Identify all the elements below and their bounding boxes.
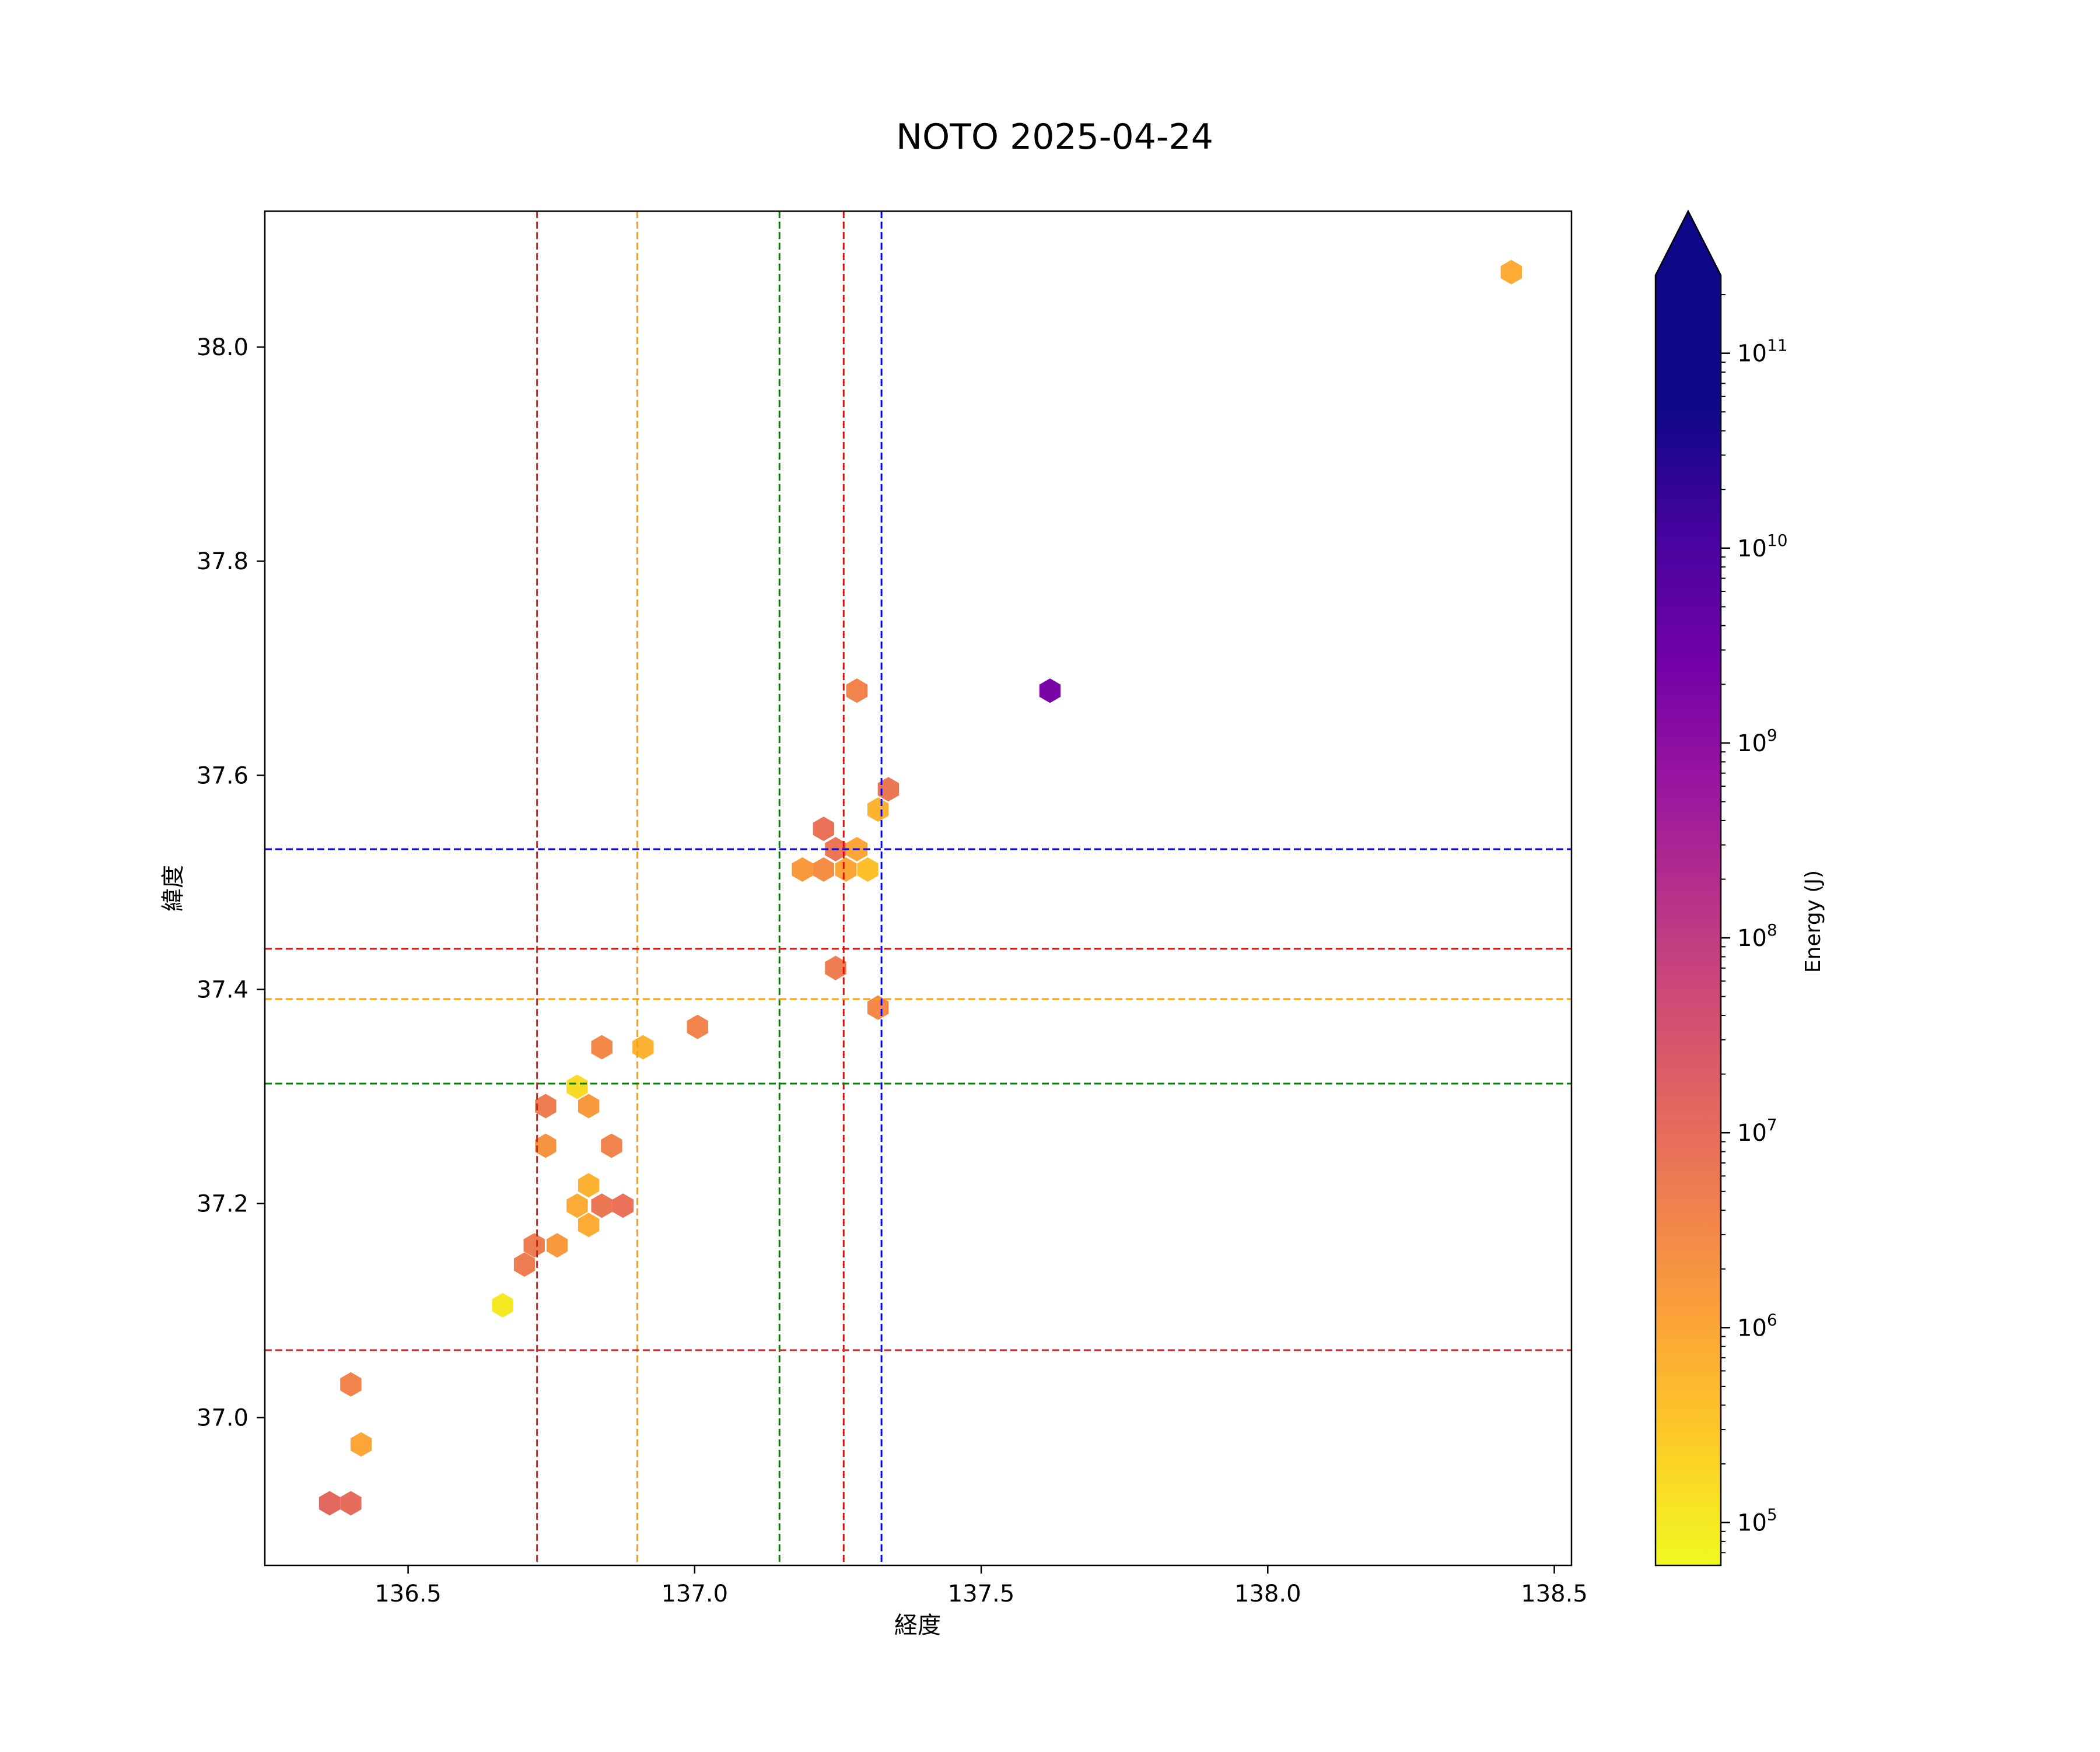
colorbar-ticks: 105 106 107 108 109 1010 1011 bbox=[1721, 294, 1788, 1554]
hexbin-cell bbox=[535, 1094, 556, 1119]
x-axis-label: 経度 bbox=[894, 1612, 941, 1639]
hexbin-cell bbox=[591, 1193, 612, 1218]
colorbar-tick-label: 106 bbox=[1737, 1310, 1777, 1341]
colorbar-label: Energy (J) bbox=[1801, 870, 1825, 973]
hexbin-cell bbox=[340, 1372, 362, 1397]
plot-area bbox=[265, 211, 1572, 1565]
x-axis: 136.5 137.0 137.5 138.0 138.5 bbox=[374, 1565, 1588, 1607]
hexbin-cell bbox=[792, 857, 813, 882]
hexbin-cell bbox=[1500, 260, 1522, 285]
hexbin-cell bbox=[813, 857, 835, 882]
y-tick-label: 37.2 bbox=[197, 1191, 249, 1218]
hexbin-cell bbox=[877, 777, 900, 802]
x-tick-label: 137.0 bbox=[662, 1581, 729, 1607]
hexbin-cell bbox=[340, 1491, 362, 1516]
hexbin-cell bbox=[350, 1432, 372, 1457]
y-tick-label: 37.6 bbox=[197, 762, 249, 789]
hexbin-cell bbox=[825, 955, 846, 980]
x-tick-label: 138.0 bbox=[1234, 1581, 1301, 1607]
hexbin-cell bbox=[601, 1133, 622, 1158]
reference-lines bbox=[265, 211, 1572, 1565]
hexbin-cell bbox=[513, 1252, 536, 1277]
x-tick-label: 137.5 bbox=[948, 1581, 1015, 1607]
hexbin-cell bbox=[687, 1014, 708, 1039]
hexbin-cell bbox=[867, 797, 889, 822]
hexbin-cell bbox=[578, 1213, 600, 1238]
colorbar-extend-arrow bbox=[1656, 211, 1721, 275]
colorbar-scale bbox=[1656, 275, 1721, 1565]
colorbar-tick-label: 105 bbox=[1737, 1505, 1777, 1536]
hexbin-cell bbox=[835, 857, 857, 882]
y-tick-label: 38.0 bbox=[197, 334, 249, 361]
x-tick-label: 138.5 bbox=[1521, 1581, 1588, 1607]
plot-frame bbox=[264, 210, 1573, 1567]
hexbin-cell bbox=[566, 1074, 588, 1099]
hexbin-cell bbox=[546, 1233, 568, 1258]
hexbin-cell bbox=[566, 1193, 588, 1218]
colorbar-outline bbox=[1654, 209, 1722, 1567]
y-axis-label: 緯度 bbox=[160, 865, 187, 912]
colorbar: 105 106 107 108 109 1010 1011 Energy (J) bbox=[1654, 209, 1825, 1567]
hexbin-cell bbox=[813, 817, 835, 842]
hexbin-cell bbox=[492, 1293, 513, 1317]
hexbin-cell bbox=[1039, 678, 1061, 703]
hexbin-cell bbox=[857, 857, 878, 882]
y-axis: 37.0 37.2 37.4 37.6 37.8 38.0 bbox=[197, 334, 265, 1432]
x-tick-label: 136.5 bbox=[374, 1581, 442, 1607]
hexbin-cell bbox=[867, 995, 889, 1020]
y-tick-label: 37.8 bbox=[197, 548, 249, 575]
hexbin-layer bbox=[318, 260, 1522, 1516]
hexbin-cell bbox=[318, 1491, 341, 1516]
hexbin-cell bbox=[535, 1133, 556, 1158]
hexbin-cell bbox=[846, 678, 868, 703]
colorbar-tick-label: 1010 bbox=[1737, 531, 1788, 562]
hexbin-cell bbox=[612, 1193, 634, 1218]
chart-title: NOTO 2025-04-24 bbox=[896, 117, 1213, 157]
hexbin-cell bbox=[578, 1173, 600, 1198]
colorbar-tick-label: 1011 bbox=[1737, 336, 1788, 367]
hexbin-cell bbox=[523, 1233, 545, 1258]
hexbin-cell bbox=[591, 1035, 612, 1060]
colorbar-tick-label: 109 bbox=[1737, 726, 1777, 757]
hexbin-cell bbox=[578, 1094, 600, 1119]
colorbar-tick-label: 107 bbox=[1737, 1115, 1777, 1147]
colorbar-tick-label: 108 bbox=[1737, 920, 1777, 952]
y-tick-label: 37.4 bbox=[197, 976, 249, 1003]
y-tick-label: 37.0 bbox=[197, 1405, 249, 1432]
